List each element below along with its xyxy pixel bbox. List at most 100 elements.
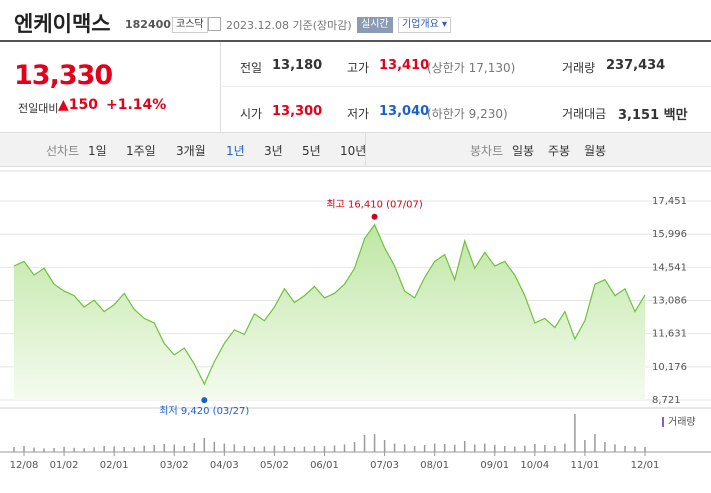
volume-bar bbox=[554, 446, 556, 452]
y-tick-label: 14,541 bbox=[652, 262, 687, 273]
x-tick-label: 07/03 bbox=[370, 460, 399, 471]
quote-value: 13,040 bbox=[379, 104, 430, 119]
date: 2023.12.08 기준(장마감) bbox=[226, 19, 352, 32]
volume-bar bbox=[93, 447, 95, 452]
volume-bar bbox=[423, 445, 426, 452]
volume-bar bbox=[13, 447, 15, 452]
extreme-marker bbox=[201, 397, 208, 404]
change-label: 전일대비 bbox=[18, 102, 59, 115]
volume-bar bbox=[293, 447, 296, 452]
tab[interactable]: 5년 bbox=[302, 144, 321, 158]
x-tick-label: 04/03 bbox=[210, 460, 239, 471]
volume-bar bbox=[203, 438, 206, 452]
tab[interactable]: 주봉 bbox=[548, 144, 571, 158]
tab[interactable]: 3개월 bbox=[176, 144, 206, 158]
volume-bar bbox=[43, 448, 45, 452]
quote-value: 3,151 백만 bbox=[618, 108, 688, 123]
volume-bar bbox=[183, 446, 186, 452]
quote-label: 거래대금 bbox=[562, 107, 607, 121]
y-tick-label: 15,996 bbox=[652, 229, 687, 240]
volume-bar bbox=[383, 440, 386, 452]
quote-value: 13,300 bbox=[272, 104, 323, 119]
stock-code: 182400 bbox=[125, 18, 171, 31]
volume-bar bbox=[574, 414, 576, 452]
quote-note: (하한가 9,230) bbox=[427, 107, 508, 121]
volume-bar bbox=[173, 444, 176, 452]
volume-bar bbox=[243, 446, 246, 452]
volume-bar bbox=[193, 443, 196, 452]
volume-bar bbox=[443, 444, 446, 452]
volume-bar bbox=[213, 442, 216, 452]
volume-bar bbox=[373, 434, 376, 452]
volume-bar bbox=[83, 448, 85, 452]
calendar-icon bbox=[208, 17, 221, 31]
volume-bar bbox=[273, 445, 276, 452]
quote-value: 13,180 bbox=[272, 58, 323, 73]
x-tick-label: 05/02 bbox=[260, 460, 289, 471]
volume-bar bbox=[143, 445, 145, 452]
volume-bar bbox=[343, 444, 346, 452]
volume-bar bbox=[644, 447, 646, 452]
volume-bar bbox=[514, 446, 516, 452]
tab[interactable]: 10년 bbox=[340, 144, 367, 158]
chart: 거래량 17,451 15,996 14,541 13,086 11,631 10,176… bbox=[0, 170, 711, 471]
divider bbox=[365, 133, 366, 166]
legend-swatch bbox=[662, 417, 664, 427]
volume-bar bbox=[433, 443, 436, 452]
volume-bar bbox=[463, 441, 466, 452]
x-tick-label: 08/01 bbox=[420, 460, 449, 471]
volume-bar bbox=[303, 446, 306, 452]
y-tick-label: 11,631 bbox=[652, 329, 687, 340]
volume-bar bbox=[393, 443, 396, 452]
volume-bar bbox=[33, 447, 35, 452]
stock-name: 엔케이맥스 bbox=[14, 12, 111, 36]
company-button[interactable]: 기업개요 ▾ bbox=[398, 17, 452, 33]
quote-label: 저가 bbox=[347, 107, 370, 121]
tab[interactable]: 3년 bbox=[264, 144, 283, 158]
tab[interactable]: 일봉 bbox=[512, 144, 535, 158]
volume-bar bbox=[63, 446, 65, 452]
annotation: 최저 9,420 (03/27) bbox=[159, 405, 249, 417]
x-tick-label: 12/08 bbox=[10, 460, 39, 471]
tab[interactable]: 1일 bbox=[88, 144, 107, 158]
volume-bar bbox=[133, 447, 135, 452]
volume-bar bbox=[564, 443, 566, 452]
y-tick-label: 17,451 bbox=[652, 196, 687, 207]
volume-bar bbox=[153, 445, 155, 452]
extreme-marker bbox=[371, 213, 378, 220]
y-tick-label: 10,176 bbox=[652, 362, 687, 373]
volume-bar bbox=[504, 446, 506, 452]
x-tick-label: 10/04 bbox=[520, 460, 549, 471]
realtime-button[interactable]: 실시간 bbox=[357, 17, 393, 33]
volume-bar bbox=[103, 446, 105, 452]
volume-bar bbox=[453, 444, 456, 452]
volume-bar bbox=[253, 446, 256, 452]
volume-bar bbox=[544, 445, 546, 452]
tab[interactable]: 1주일 bbox=[126, 144, 156, 158]
area-fill bbox=[14, 224, 645, 400]
price: 13,330 bbox=[14, 60, 113, 91]
quote-label: 전일 bbox=[240, 61, 263, 75]
volume-bar bbox=[23, 446, 25, 452]
volume-bar bbox=[163, 444, 165, 452]
volume-bar bbox=[634, 446, 636, 452]
x-tick-label: 03/02 bbox=[160, 460, 189, 471]
price-line bbox=[13, 223, 646, 386]
divider bbox=[0, 40, 711, 42]
volume-bar bbox=[413, 446, 416, 452]
volume-bar bbox=[313, 445, 316, 452]
quote-label: 거래량 bbox=[562, 61, 596, 75]
x-tick-label: 01/02 bbox=[50, 460, 79, 471]
tab[interactable]: 월봉 bbox=[584, 144, 607, 158]
x-tick-label: 09/01 bbox=[480, 460, 509, 471]
tab[interactable]: 1년 bbox=[226, 144, 245, 158]
volume-bar bbox=[113, 446, 115, 452]
quote-note: (상한가 17,130) bbox=[427, 61, 516, 75]
quote-value: 13,410 bbox=[379, 58, 430, 73]
volume-bar bbox=[494, 444, 496, 452]
volume-bar bbox=[524, 445, 526, 452]
x-tick-label: 02/01 bbox=[100, 460, 129, 471]
volume-bar bbox=[353, 442, 356, 452]
volume-bar bbox=[403, 444, 406, 452]
